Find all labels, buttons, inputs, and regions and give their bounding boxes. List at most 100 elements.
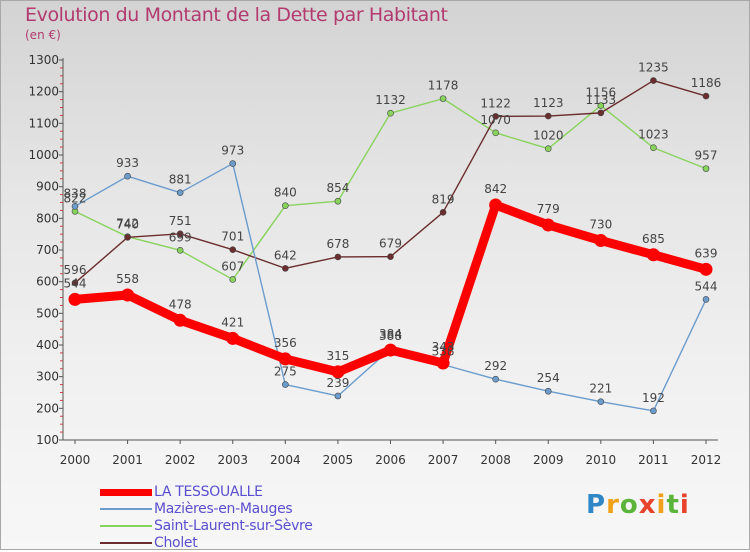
data-point-3 [597,109,605,117]
x-tick-label: 2009 [533,453,564,467]
x-tick-label: 2004 [270,453,301,467]
data-label-1: 933 [116,156,139,170]
data-label-0: 639 [695,246,718,260]
data-point-0 [331,365,345,379]
data-point-1 [229,160,237,167]
data-point-0 [699,262,713,276]
data-label-1: 254 [537,371,560,385]
y-tick-label: 1200 [28,85,59,99]
data-point-1 [650,407,657,415]
data-point-2 [387,109,394,117]
data-label-0: 384 [379,327,402,341]
data-point-0 [226,331,240,345]
data-point-2 [492,129,499,137]
data-label-3: 642 [274,248,297,262]
x-tick-label: 2005 [323,453,354,467]
data-point-0 [436,356,450,370]
x-tick-label: 2000 [60,453,91,467]
data-point-1 [702,296,710,303]
data-point-1 [71,203,79,210]
y-tick-label: 800 [36,211,59,225]
data-label-0: 730 [589,218,612,232]
data-label-0: 343 [432,340,455,354]
data-label-1: 221 [589,382,612,396]
data-label-3: 819 [432,192,455,206]
series-line-1 [74,162,707,412]
data-label-2: 822 [64,191,87,205]
data-label-1: 544 [695,279,718,293]
legend-swatch-0 [100,489,152,496]
data-label-2: 957 [695,149,718,163]
x-tick-label: 2002 [165,453,196,467]
data-point-3 [439,209,447,216]
data-point-2 [282,202,289,209]
data-point-1 [176,189,184,196]
chart-subtitle: (en €) [25,28,61,42]
data-label-3: 740 [116,217,139,231]
x-tick-label: 2012 [691,453,722,467]
data-label-1: 338 [432,345,455,359]
y-tick-label: 600 [36,275,59,289]
data-label-1: 239 [326,376,349,390]
data-point-2 [334,197,342,205]
data-label-0: 558 [116,272,139,286]
x-tick-label: 2003 [217,453,248,467]
x-tick-label: 2011 [638,453,669,467]
legend-swatch-3 [100,542,152,544]
data-label-0: 842 [484,182,507,196]
data-point-3 [176,230,184,238]
data-label-0: 356 [274,336,297,350]
data-label-2: 1132 [375,93,406,107]
data-point-3 [387,253,394,260]
legend-swatch-2 [100,525,152,527]
data-label-1: 275 [274,365,297,379]
data-label-2: 742 [116,217,139,231]
data-label-0: 685 [642,232,665,246]
y-tick-label: 500 [36,306,59,320]
data-label-0: 478 [169,297,192,311]
legend-label-3: Cholet [154,535,198,551]
x-tick-label: 2010 [586,453,617,467]
y-tick-label: 1100 [28,116,59,130]
data-label-3: 701 [221,230,244,244]
legend-label-1: Mazières-en-Mauges [154,501,293,517]
data-point-3 [650,77,657,84]
data-label-0: 544 [64,276,87,290]
y-tick-label: 900 [36,180,59,194]
data-label-1: 838 [64,186,87,200]
y-tick-label: 300 [36,370,59,384]
data-label-1: 292 [484,359,507,373]
data-point-1 [492,375,499,383]
data-label-3: 596 [64,263,87,277]
data-label-3: 1133 [586,93,617,107]
data-point-3 [334,253,342,261]
data-label-3: 1122 [480,96,511,110]
data-point-0 [278,352,292,366]
data-point-3 [71,279,79,287]
data-label-3: 1235 [638,61,669,75]
legend-label-2: Saint-Laurent-sur-Sèvre [154,518,313,534]
data-label-0: 421 [221,315,244,329]
data-point-2 [544,145,552,152]
data-point-2 [702,165,710,172]
data-point-2 [229,276,237,283]
y-tick-label: 100 [36,433,59,447]
y-tick-label: 400 [36,338,59,352]
data-label-1: 881 [169,173,192,187]
data-point-0 [173,313,187,327]
y-tick-label: 1300 [28,53,59,67]
data-label-0: 779 [537,202,560,216]
data-point-0 [646,248,660,262]
x-tick-label: 2007 [428,453,459,467]
data-point-2 [176,247,184,254]
data-label-2: 699 [169,230,192,244]
data-point-3 [492,113,499,120]
data-point-3 [702,92,710,100]
x-tick-label: 2006 [375,453,406,467]
data-label-1: 388 [379,329,402,343]
chart-title: Evolution du Montant de la Dette par Hab… [25,4,448,26]
data-label-2: 607 [221,259,244,273]
proxiti-logo: Proxiti [586,490,690,520]
data-point-3 [229,246,237,253]
